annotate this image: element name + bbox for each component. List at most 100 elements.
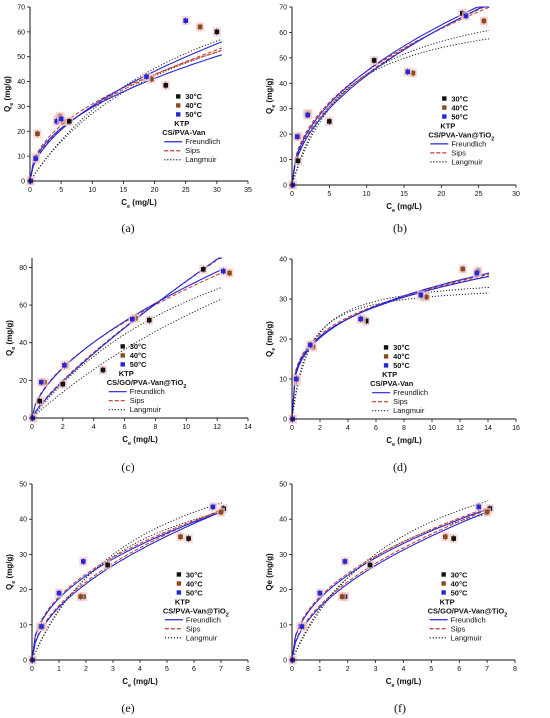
x-tick-label: 8 — [246, 666, 250, 673]
legend-entry: Langmuir — [130, 405, 162, 414]
panel-caption: (c) — [121, 460, 134, 474]
legend-entry: CS/GO/PVA-Van@TiO2 — [107, 378, 187, 390]
legend-entry: KTP — [382, 370, 397, 379]
data-point — [358, 316, 363, 322]
y-tick-label: 40 — [19, 340, 27, 347]
legend-marker — [442, 105, 447, 110]
data-point — [66, 119, 72, 124]
x-tick-label: 35 — [244, 187, 252, 194]
panel-caption: (a) — [121, 221, 134, 235]
legend-entry: Langmuir — [451, 633, 483, 642]
legend-entry: Sips — [185, 146, 200, 155]
y-tick-label: 20 — [279, 132, 287, 139]
legend-entry: 40°C — [130, 351, 147, 360]
y-tick-label: 20 — [19, 378, 27, 385]
langmuir-fit-curve — [291, 292, 490, 420]
langmuir-fit-curve — [291, 287, 490, 420]
freundlich-fit-curve — [31, 511, 223, 661]
x-tick-label: 2 — [84, 666, 88, 673]
y-tick-label: 40 — [279, 517, 287, 524]
data-point — [293, 376, 299, 382]
data-point — [186, 536, 191, 541]
x-tick-label: 15 — [400, 191, 408, 198]
legend-entry: KTP — [175, 597, 190, 606]
sips-fit-curve — [291, 273, 490, 420]
x-tick-label: 10 — [363, 191, 371, 198]
legend-marker — [441, 590, 446, 595]
legend-entry: KTP — [440, 121, 455, 130]
freundlich-fit-curve — [291, 510, 489, 661]
data-point — [460, 266, 466, 272]
legend-marker — [441, 572, 446, 577]
x-tick-label: 5 — [429, 666, 433, 673]
freundlich-fit-curve — [291, 508, 489, 661]
legend-entry: KTP — [174, 119, 189, 128]
legend-entry: 40°C — [393, 352, 410, 361]
x-tick-label: 8 — [513, 666, 517, 673]
freundlich-fit-curve — [29, 41, 223, 182]
legend: 30°C40°C50°CKTPCS/GO/PVA-Van@TiO2Freundl… — [107, 342, 187, 414]
legend-entry: 50°C — [130, 360, 147, 369]
legend-entry: Sips — [186, 624, 201, 633]
y-tick-label: 20 — [17, 129, 25, 136]
legend-entry: 50°C — [185, 110, 202, 119]
x-tick-label: 6 — [457, 666, 461, 673]
y-tick-label: 70 — [17, 5, 25, 12]
data-point — [305, 112, 310, 118]
data-point — [100, 367, 106, 373]
legend-entry: KTP — [440, 597, 455, 606]
data-point — [210, 504, 216, 510]
x-tick-label: 12 — [213, 424, 221, 431]
data-point — [197, 24, 203, 30]
y-axis-label: Qe (mg/g) — [5, 320, 17, 356]
legend-entry: 40°C — [451, 103, 468, 112]
data-point — [146, 317, 152, 323]
legend-entry: Freundlich — [451, 615, 486, 624]
data-point — [178, 534, 183, 540]
data-point — [129, 316, 135, 322]
data-point — [35, 131, 40, 137]
legend-entry: 40°C — [451, 579, 468, 588]
x-axis-label: Ce (mg/L) — [122, 677, 158, 689]
legend-entry: Freundlich — [393, 388, 428, 397]
data-point — [214, 29, 220, 35]
x-tick-label: 6 — [374, 425, 378, 432]
x-tick-label: 5 — [165, 666, 169, 673]
x-tick-label: 6 — [192, 666, 196, 673]
data-point — [307, 342, 313, 348]
y-tick-label: 30 — [19, 552, 27, 559]
x-axis-label: Ce (mg/L) — [122, 435, 158, 447]
y-tick-label: 80 — [19, 265, 27, 272]
data-point — [476, 504, 482, 510]
legend-entry: 50°C — [186, 588, 203, 597]
x-tick-label: 4 — [346, 425, 350, 432]
y-tick-label: 50 — [17, 54, 25, 61]
legend-marker — [441, 581, 446, 586]
x-tick-label: 0 — [290, 425, 294, 432]
legend-entry: 30°C — [451, 570, 468, 579]
panel-caption: (b) — [393, 221, 407, 235]
data-point — [327, 119, 332, 124]
data-point — [294, 134, 300, 139]
data-point — [144, 74, 149, 79]
legend-entry: Langmuir — [186, 633, 218, 642]
sips-fit-curve — [31, 257, 223, 419]
sips-fit-curve — [291, 6, 490, 186]
x-tick-label: 2 — [346, 666, 350, 673]
legend-entry: 30°C — [130, 342, 147, 351]
y-tick-label: 50 — [19, 482, 27, 489]
data-point — [481, 18, 487, 24]
legend-entry: 50°C — [451, 112, 468, 121]
y-tick-label: 20 — [19, 587, 27, 594]
legend-marker — [176, 103, 181, 108]
y-tick-label: 40 — [279, 257, 287, 264]
panel-caption: (e) — [121, 701, 134, 715]
y-tick-label: 10 — [17, 154, 25, 161]
y-tick-label: 10 — [279, 622, 287, 629]
y-axis-label: Qe (mg/g) — [265, 553, 274, 591]
langmuir-fit-curve — [291, 38, 490, 186]
x-tick-label: 25 — [475, 191, 483, 198]
x-tick-label: 4 — [138, 666, 142, 673]
data-point — [60, 381, 66, 387]
data-point — [38, 379, 44, 385]
